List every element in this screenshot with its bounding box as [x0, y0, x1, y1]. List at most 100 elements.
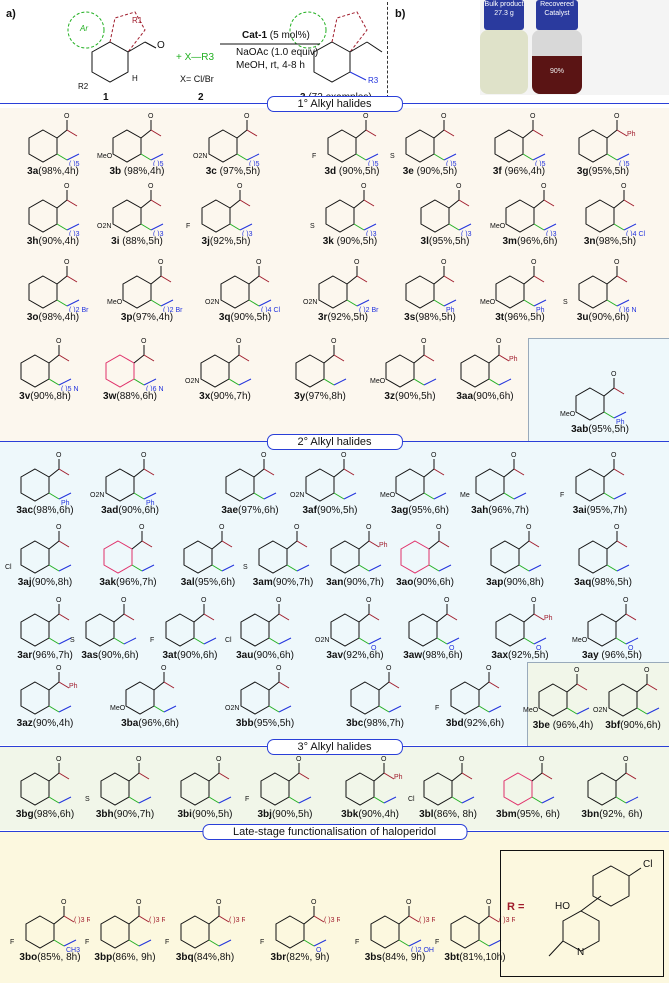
structure-3am: OS — [243, 524, 310, 574]
oxygen-label: O — [56, 524, 62, 531]
structure-3bf: O O2N — [593, 667, 660, 717]
carbonyl-bond — [288, 772, 300, 782]
new-c-c-bond — [398, 939, 410, 947]
carbonyl-bond — [53, 915, 65, 925]
alkyl-group — [443, 299, 457, 307]
new-c-c-bond — [522, 153, 534, 161]
benzene-ring — [327, 129, 357, 163]
compound-label: 3o(98%,4h) — [8, 312, 98, 324]
ketone-substituent: ( )3 R — [324, 917, 340, 924]
compound-3aj: O Cl 3aj(90%,8h) — [0, 519, 90, 589]
compound-id: 3av — [326, 650, 344, 661]
benzene-ring — [258, 540, 288, 574]
compound-3f: O( )5 3f (96%,4h) — [474, 108, 564, 178]
compound-yield-time: (90%,7h) — [210, 391, 251, 402]
new-c-c-bond — [133, 492, 145, 500]
alkyl-substituent: ( )3 — [153, 231, 164, 236]
section-late-stage: Late-stage functionalisation of haloperi… — [0, 824, 669, 840]
benzene-ring — [495, 275, 525, 309]
new-c-c-bond — [503, 492, 515, 500]
oxygen-label: O — [614, 259, 620, 266]
compound-label: 3ba(96%,6h) — [105, 718, 195, 730]
compound-id: 3bp — [94, 952, 113, 963]
oxygen-label: O — [56, 756, 62, 763]
oxygen-label: O — [139, 524, 145, 531]
compound-id: 3bm — [496, 809, 517, 820]
compound-3bl: O Cl 3bl(86%, 8h) — [403, 751, 493, 821]
benzene-ring — [587, 772, 617, 806]
structure-3bj: OF — [245, 756, 312, 806]
carbonyl-bond — [636, 683, 648, 693]
compound-yield-time: (90%,5h) — [413, 166, 458, 177]
compound-3br: O F O ( )3 R 3br(82%, 9h) — [255, 894, 345, 964]
compound-3q: O O2N( )4 Cl 3q(90%,5h) — [200, 254, 290, 324]
ketone-r-bond — [532, 129, 544, 137]
structure-3af: O O2N — [290, 452, 357, 502]
alkyl-group — [123, 637, 137, 645]
compound-id: 3az — [16, 718, 33, 729]
compound-label: 3ac(98%,6h) — [0, 505, 90, 517]
ring-substituent: S — [70, 637, 75, 644]
benzene-ring — [345, 772, 375, 806]
compound-3bp: O F ( )3 R 3bp(86%, 9h) — [80, 894, 170, 964]
compound-id: 3bb — [235, 718, 254, 729]
alkyl-group — [616, 153, 630, 161]
alkyl-group — [221, 564, 235, 572]
benzene-ring — [100, 772, 130, 806]
compound-3o: O( )2 Br 3o(98%,4h) — [8, 254, 98, 324]
ring-substituent: F — [85, 939, 89, 946]
new-c-c-bond — [433, 299, 445, 307]
benzene-ring — [330, 613, 360, 647]
compound-label: 3aj(90%,8h) — [0, 577, 90, 589]
structure-3ab: O MeO Ph — [560, 371, 627, 424]
ring-substituent: S — [390, 153, 395, 160]
carbonyl-bond — [433, 275, 445, 285]
compound-label: 3aq(98%,5h) — [558, 577, 648, 589]
catalyst-name: Cat-1 — [242, 30, 268, 41]
carbonyl-bond — [193, 613, 205, 623]
new-c-c-bond — [48, 564, 60, 572]
r-definition-label: R = — [507, 901, 525, 913]
compound-3ad: O O2N Ph 3ad(90%,6h) — [85, 447, 175, 517]
ring-substituent: MeO — [97, 153, 113, 160]
compound-3n: O( )4 Cl 3n(98%,5h) — [565, 178, 655, 248]
carbonyl-bond — [140, 129, 152, 139]
compound-label: 3bo(85%, 8h) — [5, 952, 95, 964]
structure-3aq: O — [578, 524, 630, 574]
ketone-r-bond — [343, 468, 355, 476]
oxygen-label: O — [294, 524, 300, 531]
alkyl-group — [163, 705, 177, 713]
ketone-r-bond — [541, 772, 553, 780]
structure-3m: O MeO ( )3 — [490, 183, 557, 236]
new-c-c-bond — [56, 223, 68, 231]
ring-substituent: S — [85, 796, 90, 803]
compound-yield-time: (90%,8h) — [30, 391, 71, 402]
compound-3b: O MeO( )5 3b (98%,4h) — [92, 108, 182, 178]
compound-3k: O S( )3 3k (90%,5h) — [305, 178, 395, 248]
ring-substituent: F — [260, 939, 264, 946]
compound-3ai: O F 3ai(95%,7h) — [555, 447, 645, 517]
new-c-c-bond — [333, 492, 345, 500]
structure-3ad: O O2N Ph — [90, 452, 157, 505]
compound-3au: O Cl 3au(90%,6h) — [220, 592, 310, 662]
compound-yield-time: (95%,5h) — [253, 718, 295, 729]
compound-3aw: O O 3aw(98%,6h) — [388, 592, 478, 662]
carbonyl-bond — [150, 275, 162, 285]
oxygen-label: O — [216, 899, 222, 906]
compound-id: 3ak — [99, 577, 117, 588]
benzene-ring — [405, 129, 435, 163]
benzene-ring — [450, 915, 480, 949]
new-c-c-bond — [229, 223, 241, 231]
ketone-r-bond — [616, 275, 628, 283]
carbonyl-bond — [48, 468, 60, 478]
compound-3am: O S 3am(90%,7h) — [238, 519, 328, 589]
compound-label: 3bk(90%,4h) — [325, 809, 415, 821]
carbonyl-bond — [603, 468, 615, 478]
benzene-ring — [608, 683, 638, 717]
compound-yield-time: (90%,8h) — [503, 577, 544, 588]
compound-3t: O MeO Ph 3t(96%,5h) — [475, 254, 565, 324]
compound-yield-time: (97%,4h) — [132, 312, 174, 323]
structure-3aj: O Cl — [5, 524, 72, 574]
compound-label: 3ai(95%,7h) — [555, 505, 645, 517]
compound-id: 3aj — [17, 577, 32, 588]
